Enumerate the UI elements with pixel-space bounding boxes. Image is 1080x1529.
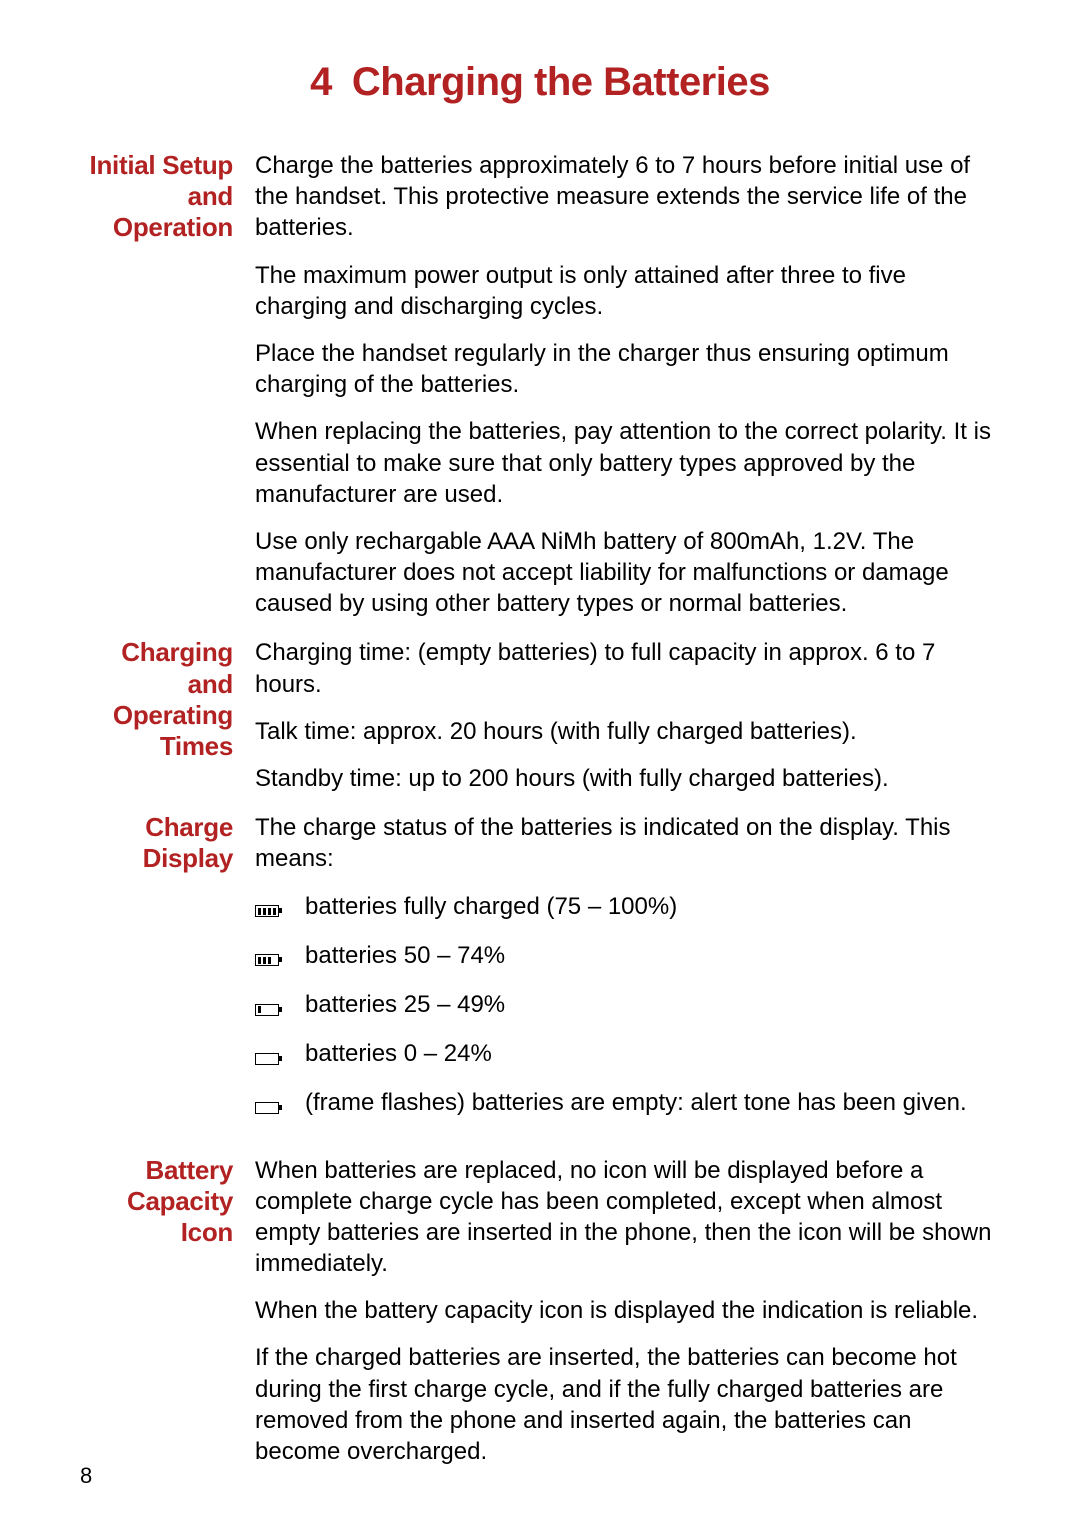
battery-level-item: batteries 50 – 74% <box>255 940 1000 975</box>
chapter-number: 4 <box>310 60 332 104</box>
battery-level-item: batteries 0 – 24% <box>255 1038 1000 1073</box>
section-capacity: Battery Capacity Icon When batteries are… <box>80 1155 1000 1468</box>
section-times: Charging and Operating Times Charging ti… <box>80 637 1000 794</box>
battery-icon <box>255 989 305 1024</box>
paragraph: Standby time: up to 200 hours (with full… <box>255 763 1000 794</box>
chapter-title-text: Charging the Batteries <box>352 60 770 104</box>
side-label-initial: Initial Setup and Operation <box>80 150 255 244</box>
battery-level-text: batteries 25 – 49% <box>305 989 1000 1020</box>
battery-icon <box>255 940 305 975</box>
battery-level-text: batteries fully charged (75 – 100%) <box>305 891 1000 922</box>
paragraph: Charge the batteries approximately 6 to … <box>255 150 1000 244</box>
content-initial: Charge the batteries approximately 6 to … <box>255 150 1000 619</box>
battery-icon <box>255 1038 305 1073</box>
side-label-display: Charge Display <box>80 812 255 874</box>
side-label-times: Charging and Operating Times <box>80 637 255 762</box>
battery-level-text: batteries 0 – 24% <box>305 1038 1000 1069</box>
battery-level-text: (frame flashes) batteries are empty: ale… <box>305 1087 1000 1118</box>
paragraph: If the charged batteries are inserted, t… <box>255 1342 1000 1467</box>
section-charge-display: Charge Display The charge status of the … <box>80 812 1000 1136</box>
chapter-title: 4 Charging the Batteries <box>80 60 1000 105</box>
paragraph: Use only rechargable AAA NiMh battery of… <box>255 526 1000 620</box>
page-number: 8 <box>80 1463 92 1489</box>
content-times: Charging time: (empty batteries) to full… <box>255 637 1000 794</box>
battery-level-text: batteries 50 – 74% <box>305 940 1000 971</box>
battery-level-item: batteries fully charged (75 – 100%) <box>255 891 1000 926</box>
paragraph: The maximum power output is only attaine… <box>255 260 1000 322</box>
battery-level-item: (frame flashes) batteries are empty: ale… <box>255 1087 1000 1122</box>
paragraph: The charge status of the batteries is in… <box>255 812 1000 874</box>
battery-icon <box>255 891 305 926</box>
side-label-capacity: Battery Capacity Icon <box>80 1155 255 1249</box>
section-initial-setup: Initial Setup and Operation Charge the b… <box>80 150 1000 619</box>
paragraph: When the battery capacity icon is displa… <box>255 1295 1000 1326</box>
battery-icon-list: batteries fully charged (75 – 100%) batte… <box>255 891 1000 1123</box>
content-display: The charge status of the batteries is in… <box>255 812 1000 1136</box>
paragraph: Charging time: (empty batteries) to full… <box>255 637 1000 699</box>
paragraph: Place the handset regularly in the charg… <box>255 338 1000 400</box>
content-capacity: When batteries are replaced, no icon wil… <box>255 1155 1000 1468</box>
battery-level-item: batteries 25 – 49% <box>255 989 1000 1024</box>
battery-icon <box>255 1087 305 1122</box>
paragraph: Talk time: approx. 20 hours (with fully … <box>255 716 1000 747</box>
paragraph: When replacing the batteries, pay attent… <box>255 416 1000 510</box>
paragraph: When batteries are replaced, no icon wil… <box>255 1155 1000 1280</box>
